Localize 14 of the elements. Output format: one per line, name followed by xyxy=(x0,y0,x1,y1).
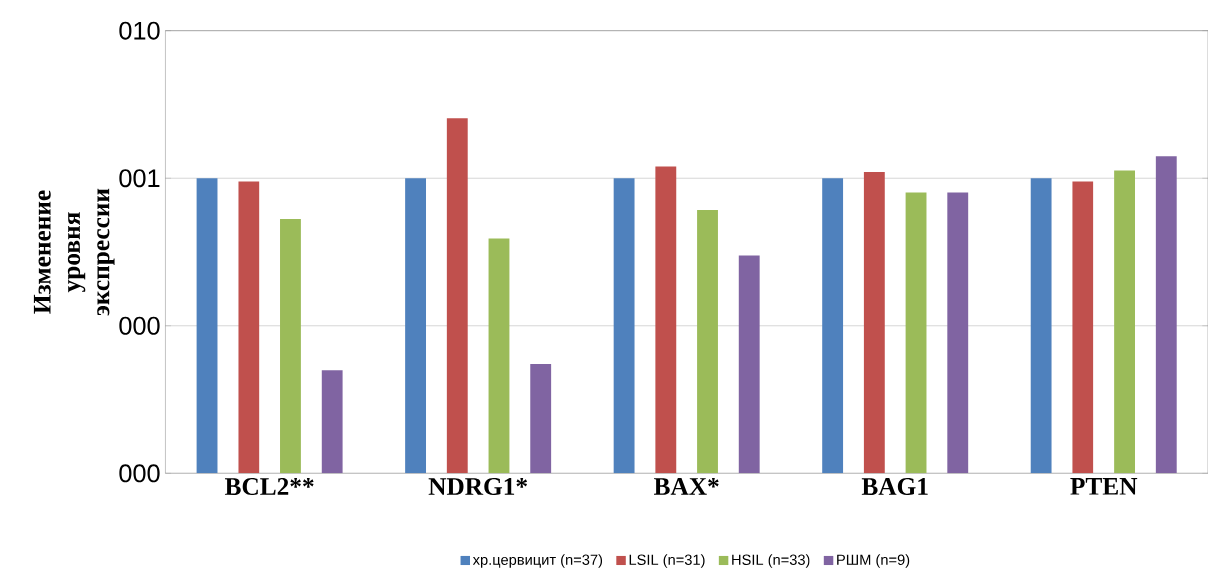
legend-label: HSIL (n=33) xyxy=(732,554,810,568)
legend-label: РШМ (n=9) xyxy=(837,554,910,568)
y-tick-label: 000 xyxy=(119,316,160,335)
y-tick-label: 010 xyxy=(119,21,160,40)
x-tick-label: PTEN xyxy=(1070,478,1138,495)
y-tick-label: 000 xyxy=(119,464,160,483)
x-tick-label: BAG1 xyxy=(861,478,928,496)
x-tick-label: NDRG1* xyxy=(428,478,528,496)
x-tick-label: BCL2** xyxy=(224,478,314,496)
y-axis-title: Изменение уровня экспрессии xyxy=(33,188,115,316)
legend-label: хр.цервицит (n=37) xyxy=(472,554,603,568)
legend-label: LSIL (n=31) xyxy=(629,554,705,568)
y-tick-label: 001 xyxy=(119,169,160,188)
x-tick-label: BAX* xyxy=(654,478,719,495)
